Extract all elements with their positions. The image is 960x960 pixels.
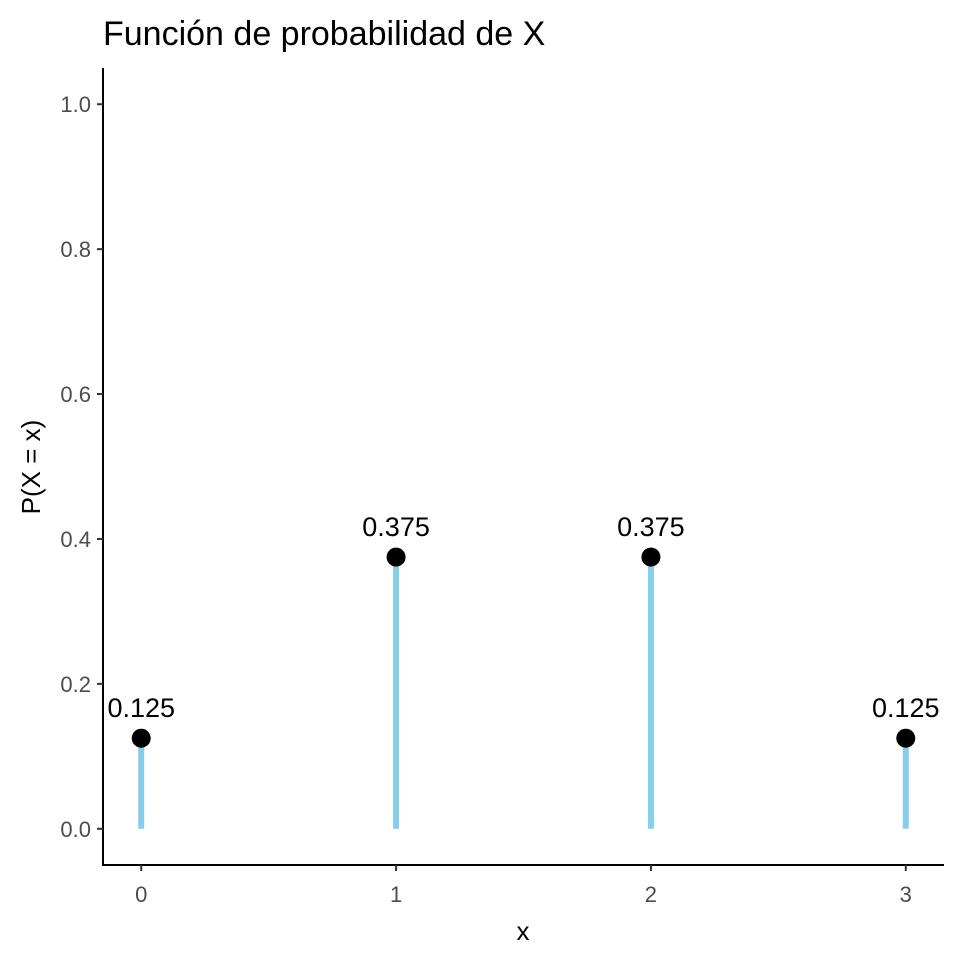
plot-area: 0.125 0.375 0.375 0.125: [107, 512, 940, 829]
x-axis: 0 1 2 3: [135, 865, 912, 907]
data-point: [386, 547, 406, 567]
data-label: 0.375: [617, 512, 685, 542]
data-point: [896, 728, 916, 748]
y-axis: 0.0 0.2 0.4 0.6 0.8 1.0: [60, 92, 103, 842]
x-tick-label: 3: [900, 882, 912, 907]
y-tick-label: 0.6: [60, 382, 91, 407]
data-point: [641, 547, 661, 567]
chart-title: Función de probabilidad de X: [103, 15, 545, 53]
x-tick-label: 1: [390, 882, 402, 907]
y-tick-label: 0.8: [60, 237, 91, 262]
x-tick-label: 2: [645, 882, 657, 907]
y-tick-label: 0.0: [60, 817, 91, 842]
y-tick-label: 0.2: [60, 672, 91, 697]
y-tick-label: 1.0: [60, 92, 91, 117]
data-label: 0.125: [107, 693, 175, 723]
x-tick-label: 0: [135, 882, 147, 907]
y-tick-label: 0.4: [60, 527, 91, 552]
y-axis-title: P(X = x): [16, 420, 46, 515]
data-label: 0.375: [362, 512, 430, 542]
x-axis-title: x: [517, 916, 530, 946]
data-label: 0.125: [872, 693, 940, 723]
data-point: [131, 728, 151, 748]
